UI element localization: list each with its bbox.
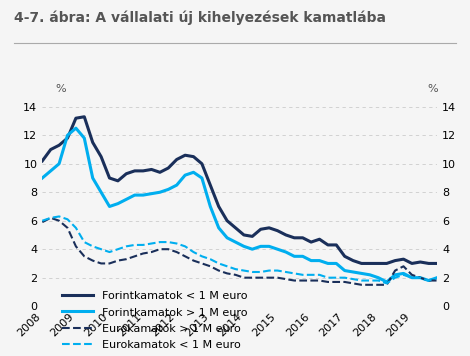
- Text: %: %: [427, 84, 438, 94]
- Text: %: %: [56, 84, 66, 94]
- Text: 4-7. ábra: A vállalati új kihelyezések kamatlába: 4-7. ábra: A vállalati új kihelyezések k…: [14, 11, 386, 25]
- Legend: Forintkamatok < 1 M euro, Forintkamatok > 1 M euro, Eurokamatok > 1 M euro, Euro: Forintkamatok < 1 M euro, Forintkamatok …: [62, 290, 248, 350]
